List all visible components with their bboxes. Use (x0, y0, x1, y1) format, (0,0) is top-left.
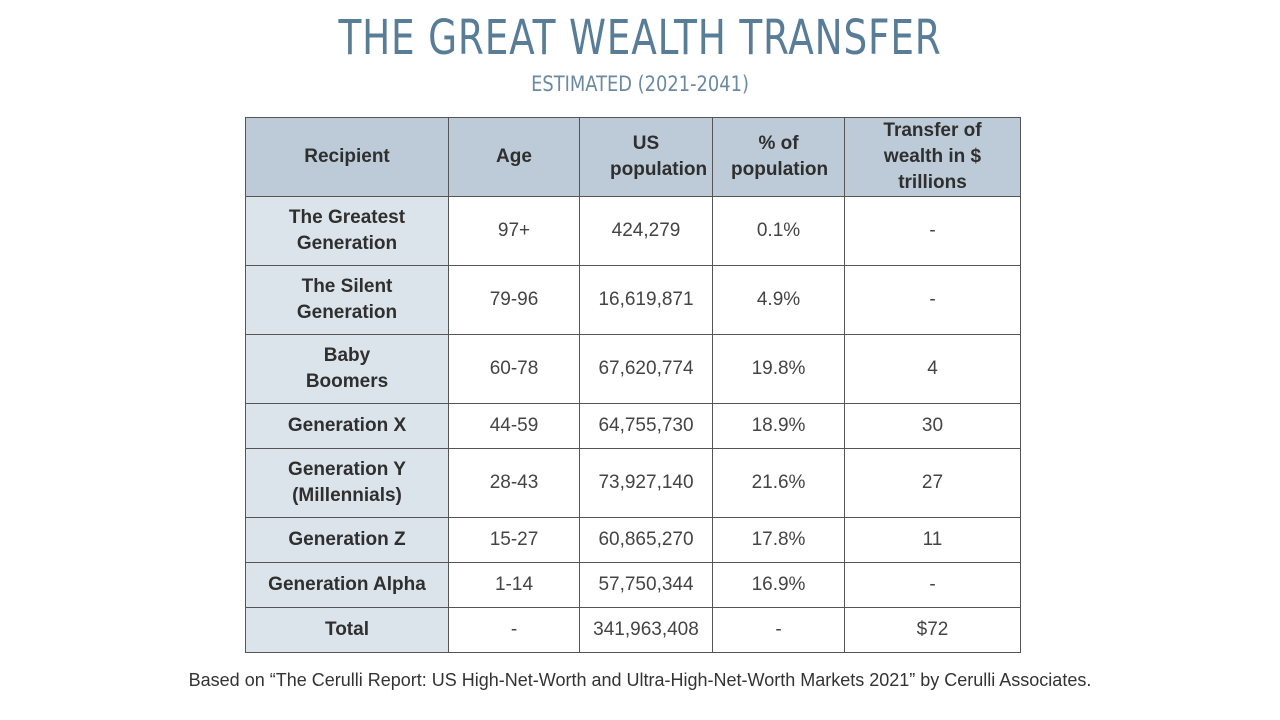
cell-transfer: 4 (844, 334, 1021, 404)
page-title: THE GREAT WEALTH TRANSFER (338, 10, 942, 66)
header-us-population: US population (579, 117, 713, 197)
cell-recipient: Generation Z (245, 517, 449, 563)
cell-age: 60-78 (448, 334, 580, 404)
header-percent-population: % of population (712, 117, 845, 197)
page-subtitle: ESTIMATED (2021-2041) (531, 72, 749, 96)
header-recipient: Recipient (245, 117, 449, 197)
cell-percent: 19.8% (712, 334, 845, 404)
table-row: The Greatest Generation 97+ 424,279 0.1%… (245, 196, 1021, 266)
table-row: Generation Y (Millennials) 28-43 73,927,… (245, 448, 1021, 518)
cell-transfer: - (844, 265, 1021, 335)
cell-us-population: 424,279 (579, 196, 713, 266)
cell-transfer: - (844, 562, 1021, 608)
table-row: Generation X 44-59 64,755,730 18.9% 30 (245, 403, 1021, 449)
cell-percent: 16.9% (712, 562, 845, 608)
cell-age: 97+ (448, 196, 580, 266)
cell-us-population: 73,927,140 (579, 448, 713, 518)
cell-recipient: Baby Boomers (245, 334, 449, 404)
cell-recipient: The Greatest Generation (245, 196, 449, 266)
cell-us-population: 16,619,871 (579, 265, 713, 335)
cell-percent: 21.6% (712, 448, 845, 518)
cell-age: 44-59 (448, 403, 580, 449)
table-header-row: Recipient Age US population % of populat… (245, 117, 1021, 197)
cell-percent: 4.9% (712, 265, 845, 335)
cell-age: - (448, 607, 580, 653)
cell-recipient: Generation X (245, 403, 449, 449)
source-footnote: Based on “The Cerulli Report: US High-Ne… (188, 670, 1092, 690)
cell-us-population: 57,750,344 (579, 562, 713, 608)
wealth-transfer-table: Recipient Age US population % of populat… (245, 117, 1021, 653)
header-age: Age (448, 117, 580, 197)
table-total-row: Total - 341,963,408 - $72 (245, 607, 1021, 653)
cell-us-population: 60,865,270 (579, 517, 713, 563)
table-row: Generation Alpha 1-14 57,750,344 16.9% - (245, 562, 1021, 608)
cell-us-population: 67,620,774 (579, 334, 713, 404)
cell-transfer: 27 (844, 448, 1021, 518)
table-row: Baby Boomers 60-78 67,620,774 19.8% 4 (245, 334, 1021, 404)
cell-age: 79-96 (448, 265, 580, 335)
cell-recipient: The Silent Generation (245, 265, 449, 335)
cell-recipient-total: Total (245, 607, 449, 653)
cell-transfer: 11 (844, 517, 1021, 563)
cell-percent: 17.8% (712, 517, 845, 563)
table-row: The Silent Generation 79-96 16,619,871 4… (245, 265, 1021, 335)
cell-age: 1-14 (448, 562, 580, 608)
cell-age: 15-27 (448, 517, 580, 563)
cell-recipient: Generation Alpha (245, 562, 449, 608)
cell-us-population: 341,963,408 (579, 607, 713, 653)
cell-us-population: 64,755,730 (579, 403, 713, 449)
table-row: Generation Z 15-27 60,865,270 17.8% 11 (245, 517, 1021, 563)
cell-percent: 0.1% (712, 196, 845, 266)
cell-recipient: Generation Y (Millennials) (245, 448, 449, 518)
header-wealth-transfer: Transfer of wealth in $ trillions (844, 117, 1021, 197)
cell-age: 28-43 (448, 448, 580, 518)
cell-percent: 18.9% (712, 403, 845, 449)
cell-percent: - (712, 607, 845, 653)
cell-transfer: - (844, 196, 1021, 266)
cell-transfer: 30 (844, 403, 1021, 449)
cell-transfer: $72 (844, 607, 1021, 653)
